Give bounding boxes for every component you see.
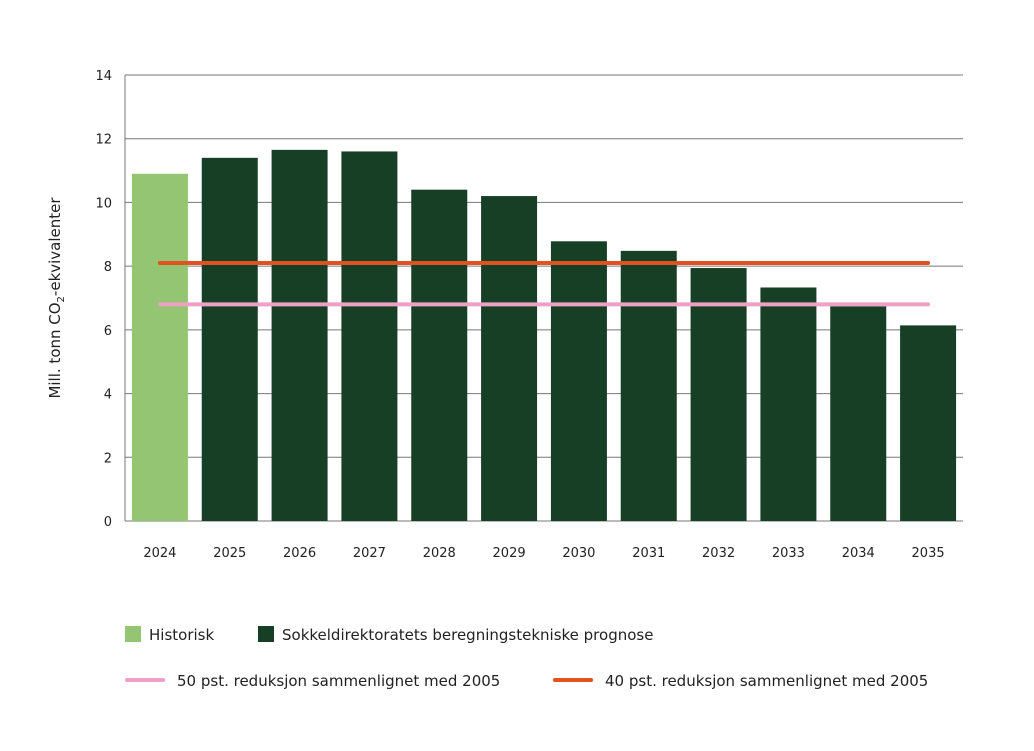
x-tick-label: 2031 bbox=[632, 546, 665, 561]
bar-2029 bbox=[481, 196, 538, 522]
bar-2034 bbox=[830, 306, 887, 521]
bar-2031 bbox=[620, 250, 677, 521]
legend-swatch-prognose bbox=[258, 626, 274, 642]
bar-2033 bbox=[760, 287, 817, 521]
x-tick-label: 2030 bbox=[562, 546, 595, 561]
x-tick-label: 2025 bbox=[213, 546, 246, 561]
y-tick-label: 4 bbox=[104, 388, 112, 403]
x-tick-label: 2028 bbox=[423, 546, 456, 561]
bar-2032 bbox=[690, 268, 747, 521]
y-tick-label: 2 bbox=[104, 451, 112, 466]
x-tick-label: 2024 bbox=[143, 546, 176, 561]
bar-2025 bbox=[201, 157, 258, 522]
y-tick-label: 0 bbox=[104, 515, 112, 530]
bar-2035 bbox=[900, 325, 957, 521]
y-tick-label: 14 bbox=[95, 69, 112, 84]
x-tick-label: 2026 bbox=[283, 546, 316, 561]
legend-label: 50 pst. reduksjon sammenlignet med 2005 bbox=[177, 672, 500, 690]
y-tick-label: 12 bbox=[95, 133, 112, 148]
y-tick-label: 10 bbox=[95, 196, 112, 211]
bar-2026 bbox=[271, 149, 328, 521]
y-axis-label: Mill. tonn CO2-ekvivalenter bbox=[46, 197, 67, 399]
x-tick-label: 2033 bbox=[772, 546, 805, 561]
y-tick-label: 8 bbox=[104, 260, 112, 275]
x-tick-label: 2027 bbox=[353, 546, 386, 561]
legend-label: Historisk bbox=[149, 626, 214, 644]
bar-2030 bbox=[550, 241, 607, 521]
x-tick-label: 2035 bbox=[912, 546, 945, 561]
bar-2028 bbox=[411, 189, 468, 521]
legend-swatch-historisk bbox=[125, 626, 141, 642]
y-tick-label: 6 bbox=[104, 324, 112, 339]
legend-label: Sokkeldirektoratets beregningstekniske p… bbox=[282, 626, 653, 644]
x-tick-label: 2029 bbox=[493, 546, 526, 561]
bar-2027 bbox=[341, 151, 398, 521]
x-tick-label: 2034 bbox=[842, 546, 875, 561]
legend-label: 40 pst. reduksjon sammenlignet med 2005 bbox=[605, 672, 928, 690]
x-tick-label: 2032 bbox=[702, 546, 735, 561]
bar-2024 bbox=[131, 173, 188, 521]
